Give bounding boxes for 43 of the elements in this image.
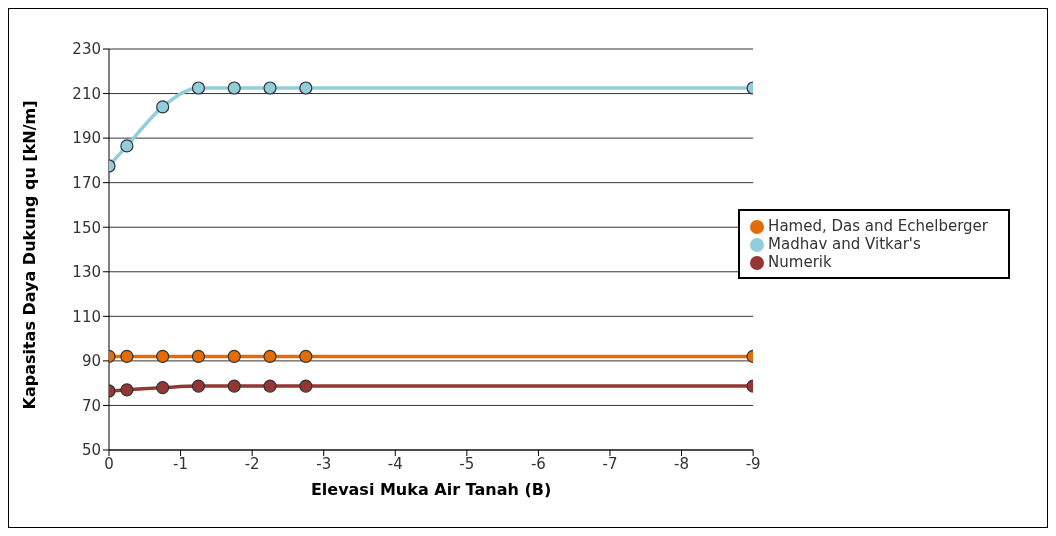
y-tick-label: 110 bbox=[72, 307, 101, 326]
legend-label: Madhav and Vitkar's bbox=[768, 235, 921, 253]
point bbox=[191, 379, 206, 393]
legend-label: Numerik bbox=[768, 253, 832, 271]
y-tick-label: 190 bbox=[72, 129, 101, 148]
y-tick-label: 210 bbox=[72, 84, 101, 103]
y-tick-label: 90 bbox=[81, 352, 101, 371]
point bbox=[299, 379, 313, 393]
point bbox=[299, 81, 313, 95]
x-tick-label: -6 bbox=[530, 454, 546, 473]
point bbox=[156, 100, 170, 114]
x-tick-label: -2 bbox=[244, 454, 260, 473]
point bbox=[191, 81, 206, 95]
point bbox=[227, 349, 241, 364]
y-axis-title: Kapasitas Daya Dukung qu [kN/m] bbox=[19, 100, 39, 410]
point bbox=[156, 349, 170, 364]
x-tick-label: -1 bbox=[173, 454, 189, 473]
x-tick-label: -8 bbox=[674, 454, 690, 473]
x-tick-label: -3 bbox=[316, 454, 332, 473]
point bbox=[299, 349, 313, 364]
point bbox=[263, 81, 277, 95]
x-tick-label: -4 bbox=[387, 454, 403, 473]
point bbox=[191, 349, 206, 364]
point bbox=[227, 81, 241, 95]
y-tick-label: 130 bbox=[72, 263, 101, 282]
point bbox=[263, 349, 277, 364]
point bbox=[263, 379, 277, 393]
point bbox=[120, 139, 134, 153]
y-tick-label: 150 bbox=[72, 218, 101, 237]
y-tick-label: 170 bbox=[72, 173, 101, 192]
point bbox=[227, 379, 241, 393]
x-axis-title: Elevasi Muka Air Tanah (B) bbox=[310, 480, 552, 499]
point bbox=[156, 381, 170, 395]
point bbox=[120, 349, 134, 364]
x-tick-label: 0 bbox=[104, 454, 114, 473]
y-tick-label: 50 bbox=[81, 441, 101, 460]
y-tick-label: 70 bbox=[81, 396, 101, 415]
x-tick-label: -5 bbox=[459, 454, 475, 473]
point bbox=[120, 383, 134, 397]
y-tick-label: 230 bbox=[72, 40, 101, 59]
legend-label: Hamed, Das and Echelberger bbox=[768, 217, 988, 235]
x-tick-label: -9 bbox=[745, 454, 761, 473]
x-tick-label: -7 bbox=[602, 454, 618, 473]
